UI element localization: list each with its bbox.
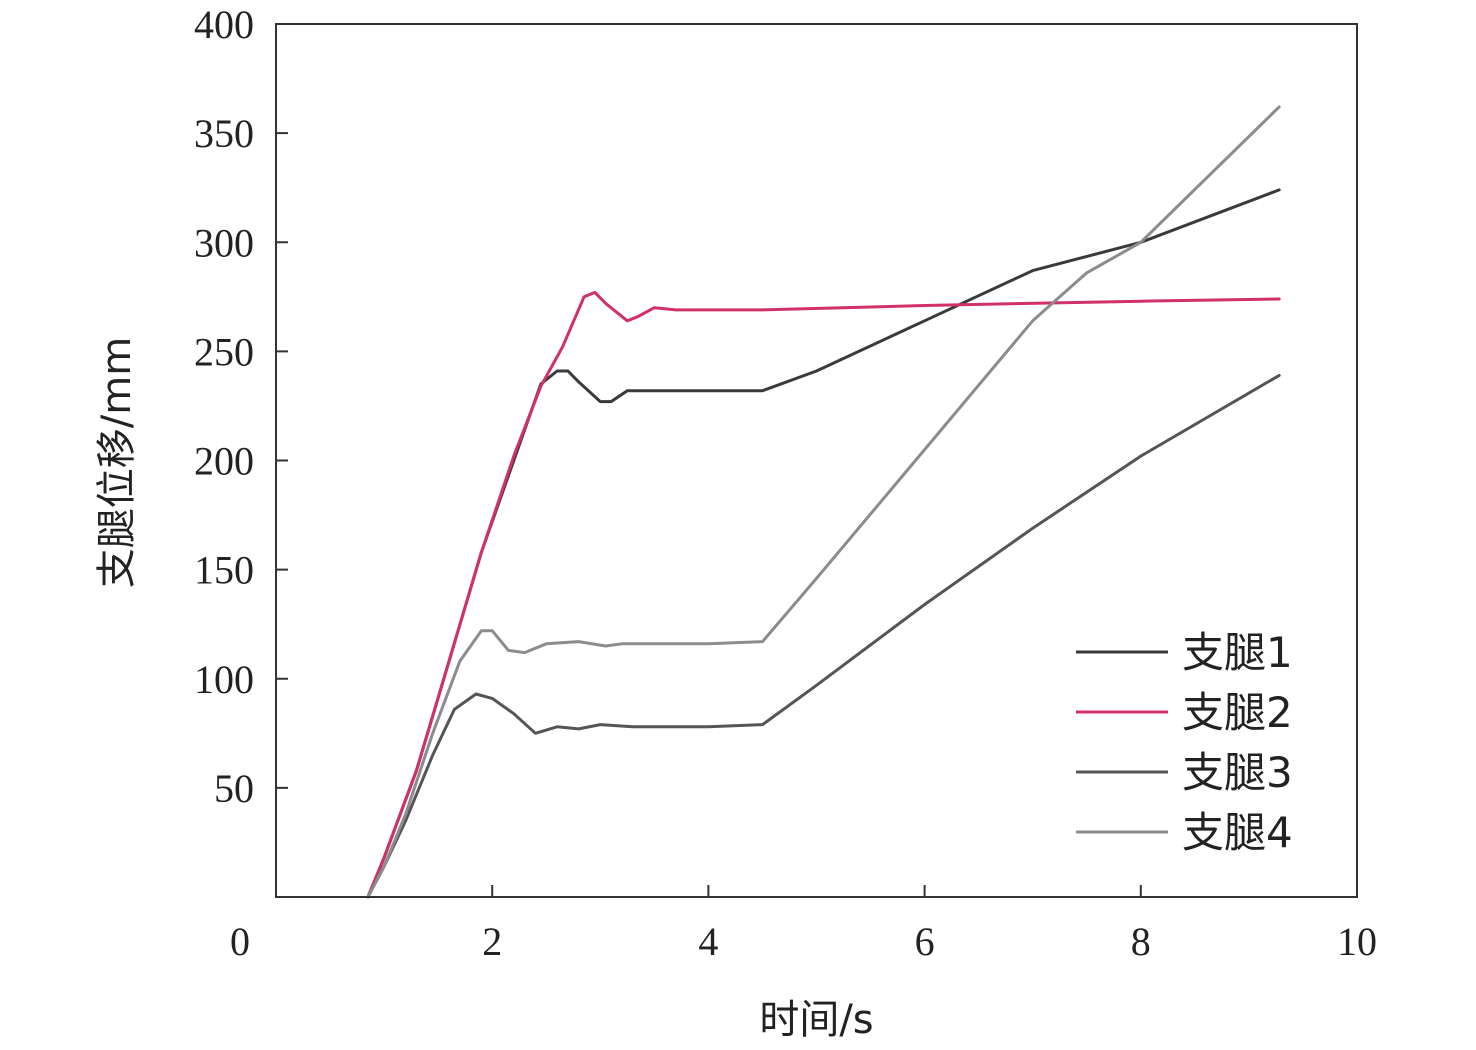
y-tick-label: 50 bbox=[214, 766, 254, 811]
series-layer bbox=[366, 105, 1281, 899]
legend-label-3: 支腿3 bbox=[1182, 748, 1293, 797]
series-line-3 bbox=[366, 373, 1281, 899]
y-axis-title: 支腿位移/mm bbox=[94, 337, 140, 588]
legend-label-1: 支腿1 bbox=[1182, 628, 1293, 677]
x-tick-label: 10 bbox=[1337, 919, 1377, 964]
series-line-4 bbox=[366, 105, 1281, 899]
ticks-layer: 0 2 4 6 8 10 50 100 150 200 250 300 350 400 bbox=[194, 2, 1377, 964]
y-tick-label: 200 bbox=[194, 439, 254, 484]
x-tick-label: 8 bbox=[1131, 919, 1151, 964]
y-tick-label: 100 bbox=[194, 657, 254, 702]
y-tick-label: 350 bbox=[194, 111, 254, 156]
x-tick-label: 2 bbox=[482, 919, 502, 964]
y-tick-label: 250 bbox=[194, 329, 254, 374]
legend: 支腿1 支腿2 支腿3 支腿4 bbox=[1076, 628, 1293, 857]
series-line-1 bbox=[366, 188, 1281, 899]
legend-label-2: 支腿2 bbox=[1182, 688, 1293, 737]
y-tick-label: 400 bbox=[194, 2, 254, 47]
x-tick-label: 4 bbox=[698, 919, 718, 964]
y-tick-label: 300 bbox=[194, 220, 254, 265]
x-tick-label: 6 bbox=[915, 919, 935, 964]
x-axis-title: 时间/s bbox=[759, 997, 873, 1043]
series-line-2 bbox=[366, 290, 1281, 899]
x-tick-label: 0 bbox=[230, 919, 250, 964]
legend-label-4: 支腿4 bbox=[1182, 808, 1293, 857]
y-tick-label: 150 bbox=[194, 548, 254, 593]
